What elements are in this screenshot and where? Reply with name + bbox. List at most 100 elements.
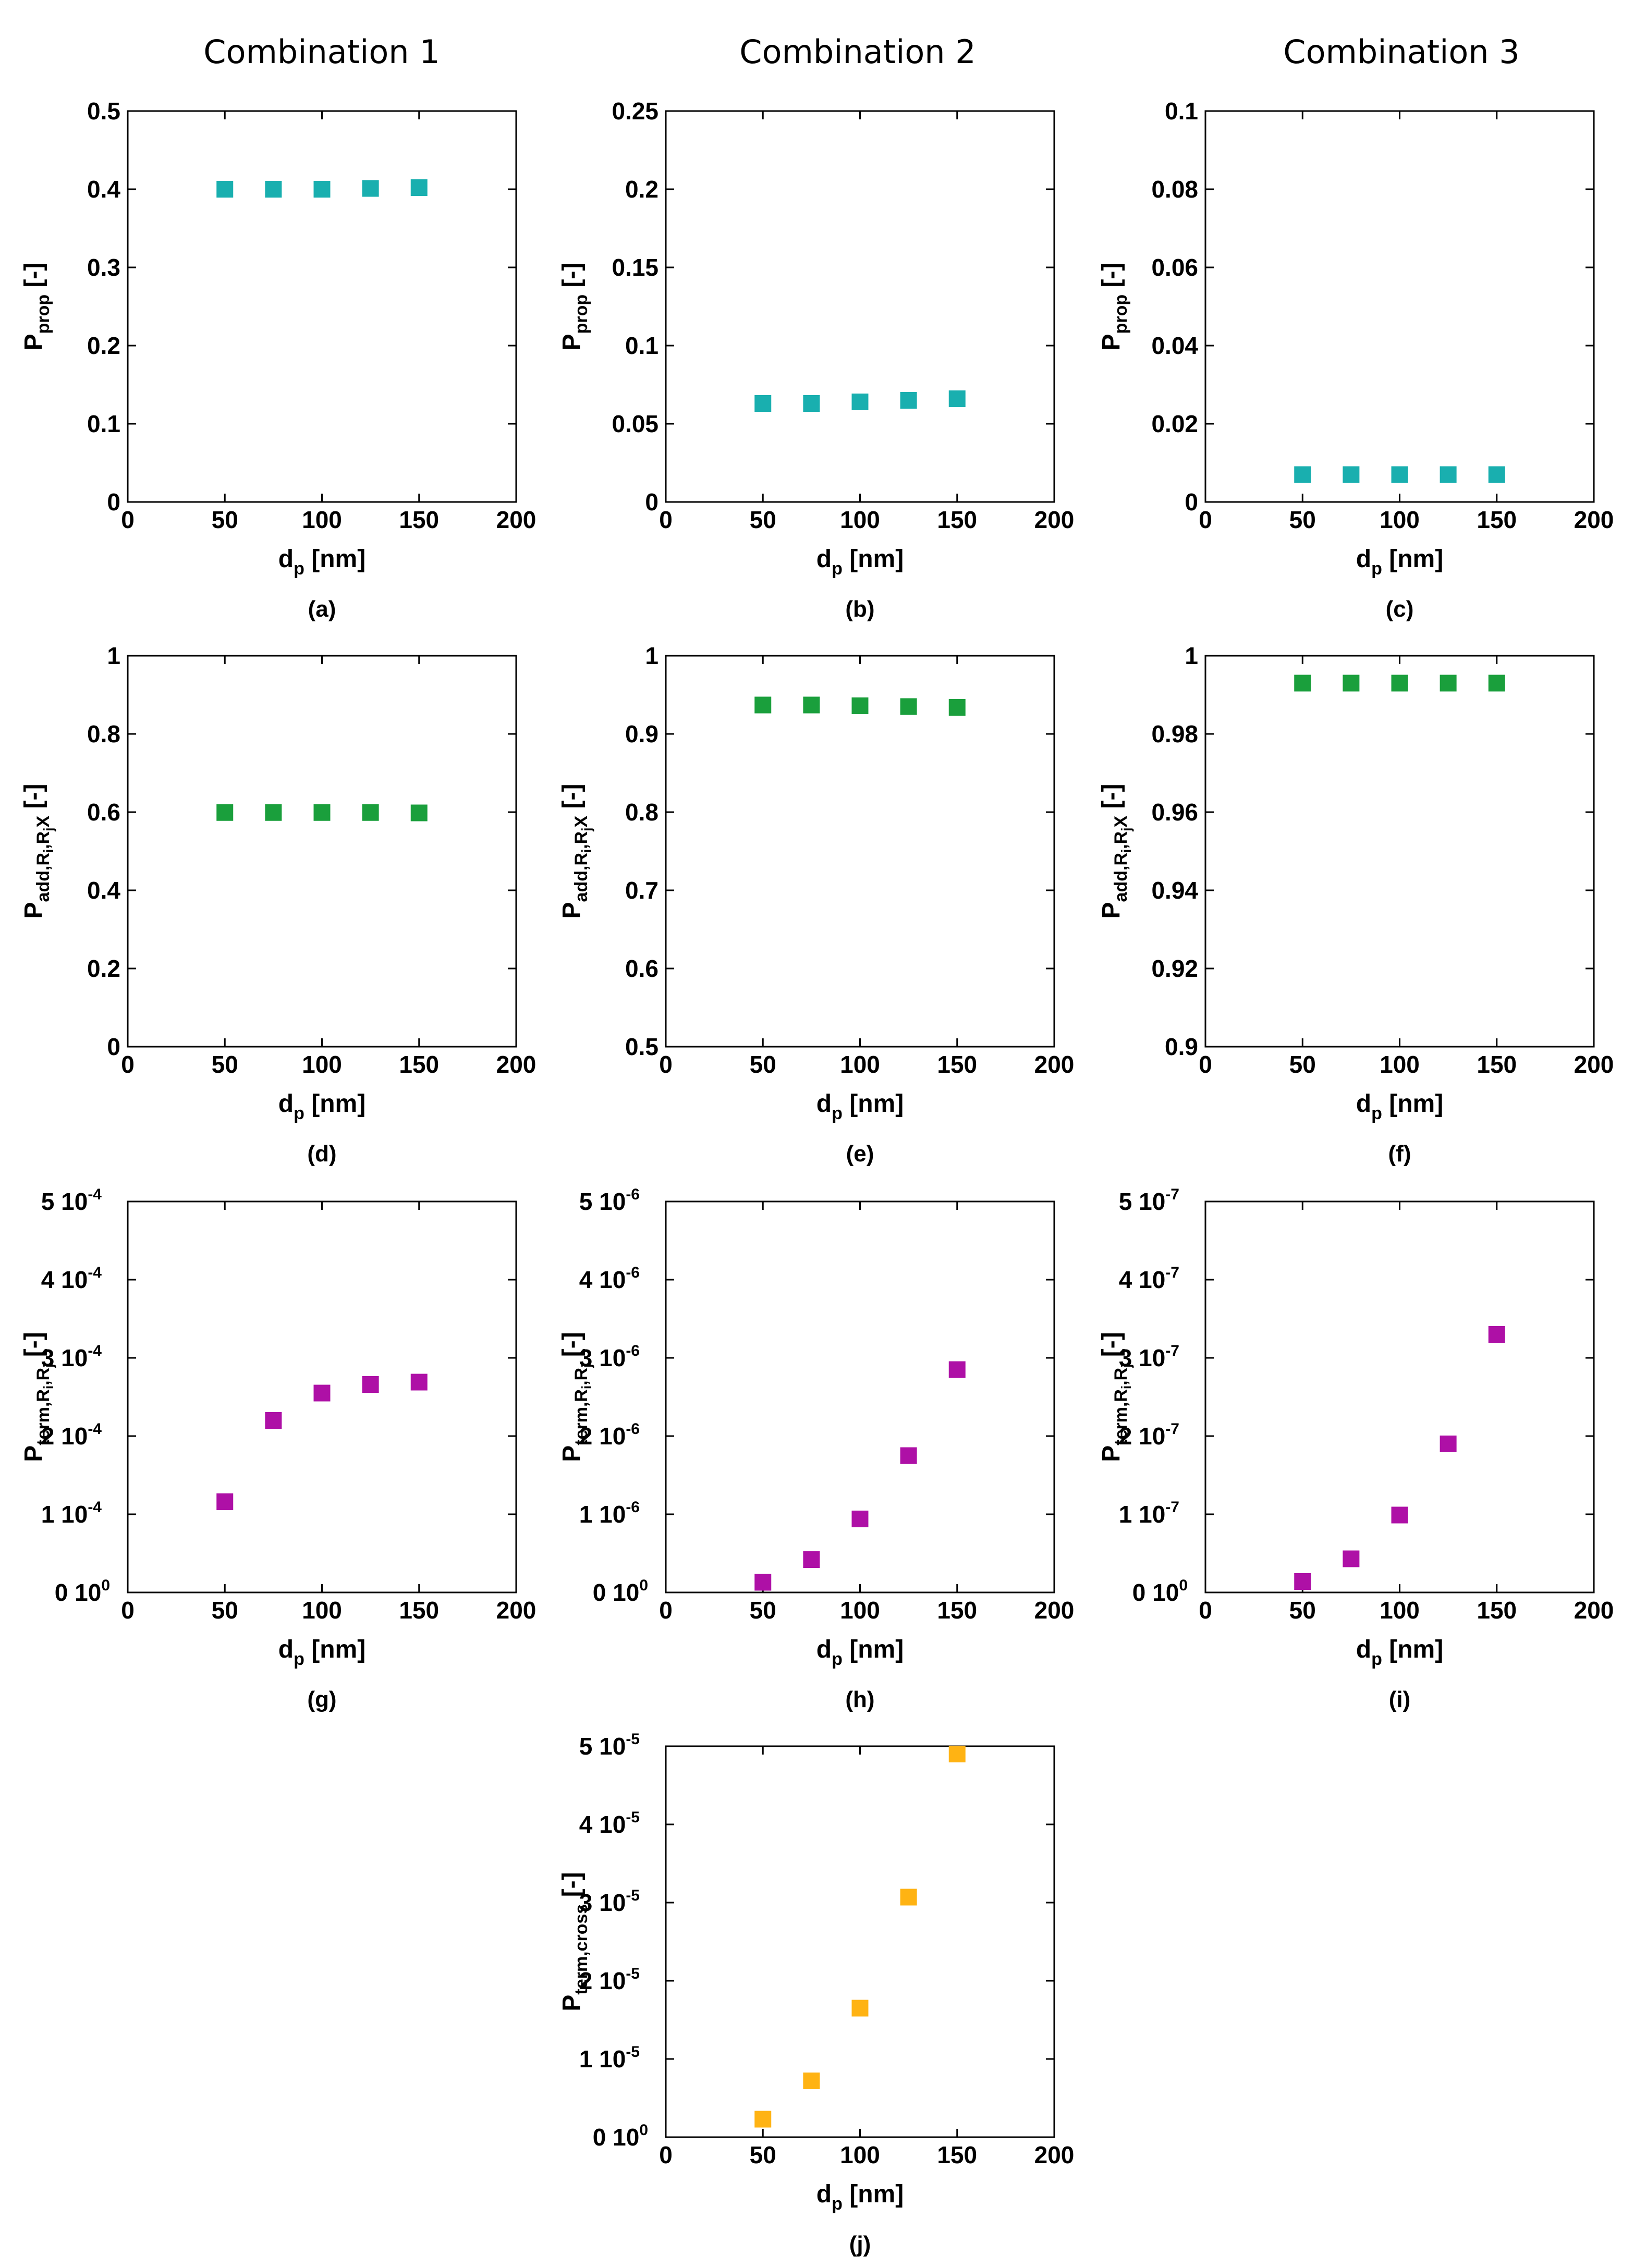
data-point	[1391, 466, 1408, 483]
data-point	[265, 804, 282, 821]
x-tick-label: 200	[1574, 1597, 1614, 1624]
y-tick-label: 0.02	[1151, 410, 1198, 437]
column-title-2: Combination 2	[739, 33, 975, 71]
x-tick-label: 50	[1289, 1051, 1316, 1078]
y-tick-label: 0 100	[55, 1577, 110, 1606]
data-point	[313, 804, 331, 821]
x-tick-label: 150	[1477, 1051, 1517, 1078]
panel-label: (h)	[845, 1687, 874, 1712]
data-point	[900, 392, 917, 409]
data-point	[410, 1374, 428, 1391]
data-point	[1391, 1506, 1408, 1524]
x-tick-label: 50	[212, 1051, 238, 1078]
y-axis-label: Pterm,Ri,Rj [-]	[1098, 1332, 1134, 1462]
y-tick-label: 4 10-6	[579, 1264, 640, 1293]
data-point	[362, 804, 379, 821]
x-tick-label: 100	[840, 1597, 880, 1624]
y-tick-label: 1	[1185, 642, 1198, 669]
x-tick-label: 0	[1199, 1597, 1212, 1624]
y-tick-label: 0.05	[612, 410, 659, 437]
data-point	[754, 395, 772, 412]
y-tick-label: 0.8	[87, 720, 120, 747]
x-tick-label: 150	[1477, 506, 1517, 533]
x-tick-label: 50	[750, 1597, 776, 1624]
y-tick-label: 0.08	[1151, 176, 1198, 203]
y-tick-label: 3 10-7	[1119, 1342, 1179, 1371]
y-axis-label: Pprop [-]	[1098, 263, 1131, 351]
column-title-1: Combination 1	[203, 33, 440, 71]
y-tick-label: 1	[645, 642, 659, 669]
x-axis-label: dp [nm]	[816, 1636, 904, 1669]
x-tick-label: 150	[399, 1597, 439, 1624]
data-point	[948, 1361, 966, 1378]
y-axis-label: Padd,Ri,RjX [-]	[20, 784, 56, 919]
data-point	[851, 1511, 869, 1527]
y-tick-label: 0.2	[87, 332, 120, 359]
y-tick-label: 0.1	[1165, 97, 1198, 125]
y-tick-label: 1 10-6	[579, 1499, 640, 1528]
x-axis-label: dp [nm]	[1356, 545, 1443, 579]
x-axis-label: dp [nm]	[278, 1090, 365, 1123]
y-tick-label: 3 10-4	[41, 1342, 102, 1371]
plot-frame	[665, 1200, 1055, 1593]
data-point	[803, 696, 820, 714]
data-point	[1488, 1326, 1505, 1343]
x-tick-label: 100	[302, 1597, 342, 1624]
y-tick-label: 0.1	[87, 410, 120, 437]
chart-panel-j: 0 50 100 150 200 0 100 1 10-5 2 10-5 3 10-5 4 10-…	[558, 1731, 1074, 2257]
x-tick-label: 50	[1289, 1597, 1316, 1624]
chart-panel-f: 0 50 100 150 200 0.9 0.92 0.94 0.96 0.98 1 dp [nm] P…	[1098, 642, 1614, 1167]
x-tick-label: 150	[399, 506, 439, 533]
data-point	[362, 180, 379, 197]
data-point	[1294, 675, 1311, 692]
y-tick-label: 2 10-7	[1119, 1420, 1179, 1450]
y-tick-label: 0.4	[87, 877, 120, 904]
y-axis-label: Pterm,cross [-]	[558, 1872, 591, 2011]
panel-label: (a)	[308, 596, 336, 622]
x-axis-label: dp [nm]	[278, 1636, 365, 1669]
y-tick-label: 0.98	[1151, 720, 1198, 747]
data-point	[1440, 466, 1457, 483]
y-tick-label: 0.3	[87, 254, 120, 281]
x-axis-label: dp [nm]	[1356, 1090, 1443, 1123]
panel-label: (e)	[846, 1141, 874, 1167]
x-tick-label: 150	[1477, 1597, 1517, 1624]
y-tick-label: 0.06	[1151, 254, 1198, 281]
column-title-3: Combination 3	[1283, 33, 1519, 71]
y-axis-label: Padd,Ri,RjX [-]	[558, 784, 594, 919]
x-tick-label: 200	[496, 506, 536, 533]
y-tick-label: 0	[1185, 488, 1198, 516]
y-tick-label: 5 10-6	[579, 1186, 640, 1215]
data-point	[948, 390, 966, 407]
chart-panel-a: 0 50 100 150 200 0 0.1 0.2 0.3 0.4 0.5 dp [nm] Pprop…	[20, 97, 536, 622]
x-tick-label: 100	[1380, 506, 1420, 533]
panel-label: (d)	[307, 1141, 336, 1167]
y-axis-label: Pterm,Ri,Rj [-]	[20, 1332, 56, 1462]
y-tick-label: 0 100	[593, 1577, 648, 1606]
data-point	[1391, 675, 1408, 692]
y-tick-label: 0.6	[625, 955, 659, 982]
x-tick-label: 200	[496, 1051, 536, 1078]
plot-frame	[127, 655, 517, 1048]
x-tick-label: 200	[1574, 1051, 1614, 1078]
y-tick-label: 0.2	[87, 955, 120, 982]
x-tick-label: 100	[840, 1051, 880, 1078]
x-axis-label: dp [nm]	[1356, 1636, 1443, 1669]
data-point	[803, 1551, 820, 1568]
data-point	[1488, 466, 1505, 483]
x-tick-label: 0	[1199, 1051, 1212, 1078]
data-point	[851, 2000, 869, 2017]
x-tick-label: 150	[399, 1051, 439, 1078]
chart-panel-e: 0 50 100 150 200 0.5 0.6 0.7 0.8 0.9 1 dp [nm] Padd,…	[558, 642, 1074, 1167]
y-tick-label: 0	[107, 1033, 120, 1060]
plot-frame	[1204, 110, 1595, 503]
x-tick-label: 0	[121, 1051, 135, 1078]
plot-frame	[127, 110, 517, 503]
y-tick-label: 5 10-4	[41, 1186, 102, 1215]
plot-frame	[1204, 655, 1595, 1048]
y-tick-label: 4 10-4	[41, 1264, 102, 1293]
x-tick-label: 100	[1380, 1597, 1420, 1624]
y-axis-label: Padd,Ri,RjX [-]	[1098, 784, 1134, 919]
data-point	[313, 1384, 331, 1402]
